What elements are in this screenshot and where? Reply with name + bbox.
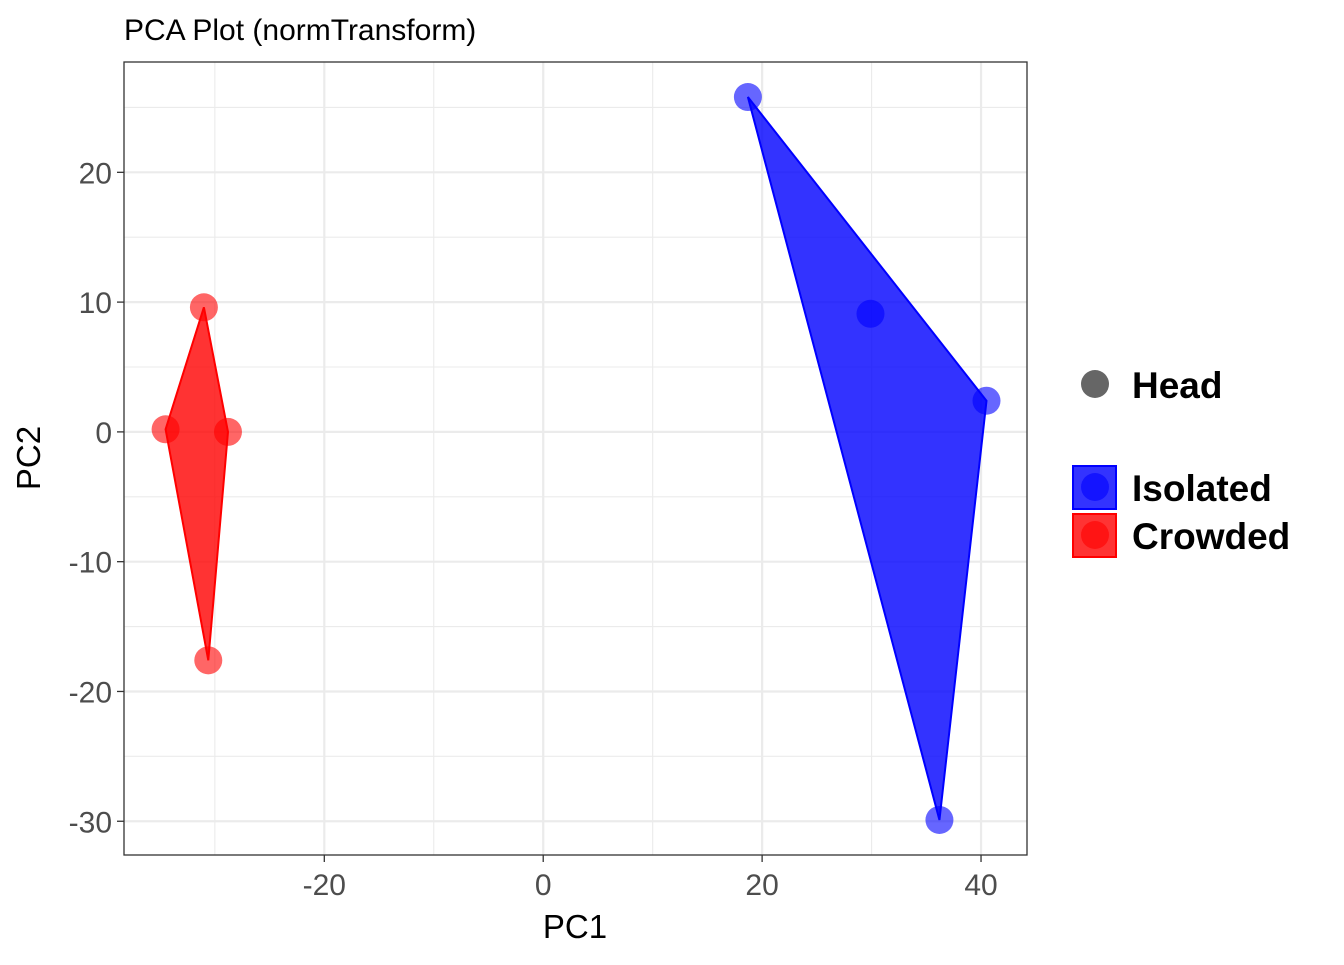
- data-point: [213, 417, 242, 446]
- panel-border: [123, 61, 1028, 856]
- legend-key-point: [1081, 521, 1109, 549]
- hulls: [164, 96, 988, 821]
- points: [151, 83, 1001, 834]
- y-axis: -30 -20 -10 0 10 20: [69, 157, 124, 839]
- data-point: [856, 299, 885, 328]
- x-axis-label: PC1: [543, 908, 607, 945]
- data-point: [972, 386, 1001, 415]
- chart-title: PCA Plot (normTransform): [124, 14, 476, 47]
- data-point: [151, 415, 180, 444]
- y-tick-label: -10: [69, 547, 112, 580]
- x-tick-label: 20: [745, 869, 778, 902]
- hull-crowded: [164, 306, 229, 661]
- x-axis: -20 0 20 40: [303, 855, 998, 902]
- y-tick-label: 20: [79, 157, 112, 190]
- x-tick-label: 0: [535, 869, 552, 902]
- y-tick-label: 0: [95, 417, 112, 450]
- legend-shape-key: [1081, 370, 1109, 398]
- data-point: [194, 646, 223, 675]
- legend-label-crowded: Crowded: [1132, 516, 1290, 557]
- x-tick-label: 40: [964, 869, 997, 902]
- hull-isolated: [746, 96, 988, 821]
- legend-key-point: [1081, 473, 1109, 501]
- data-point: [189, 293, 218, 322]
- legend: Head Isolated Crowded: [1072, 365, 1290, 558]
- y-tick-label: 10: [79, 287, 112, 320]
- y-tick-label: -30: [69, 806, 112, 839]
- x-tick-label: -20: [303, 869, 346, 902]
- data-point: [925, 805, 954, 834]
- legend-shape-label: Head: [1132, 365, 1222, 406]
- y-axis-label: PC2: [10, 426, 47, 490]
- legend-label-isolated: Isolated: [1132, 468, 1272, 509]
- data-point: [733, 83, 762, 112]
- y-tick-label: -20: [69, 676, 112, 709]
